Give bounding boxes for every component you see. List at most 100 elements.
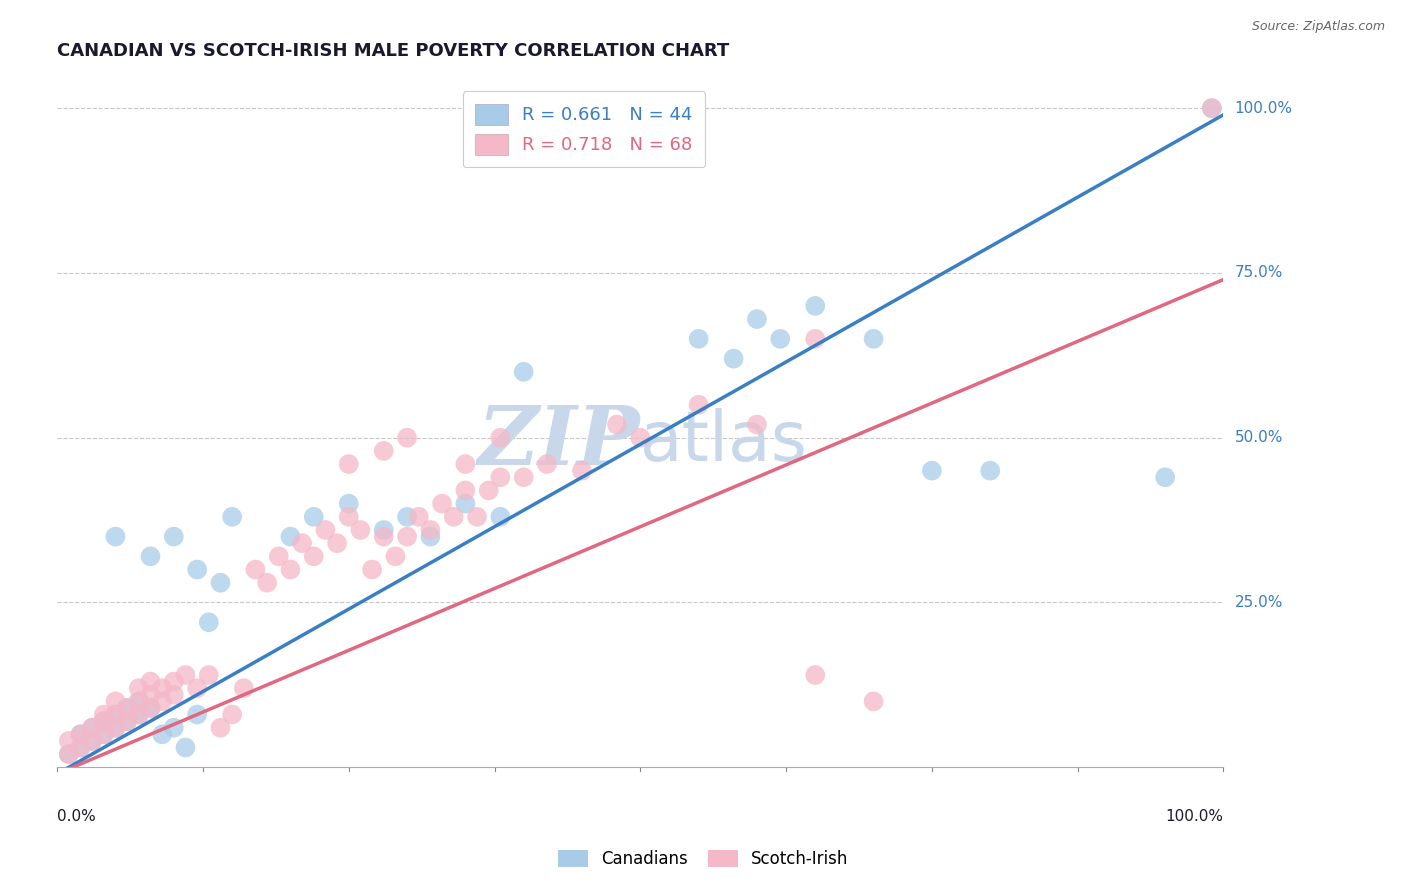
Point <box>115 701 138 715</box>
Point <box>302 549 325 564</box>
Point <box>769 332 792 346</box>
Point <box>489 509 512 524</box>
Point <box>58 747 80 761</box>
Point <box>979 464 1001 478</box>
Point <box>104 707 127 722</box>
Point <box>723 351 745 366</box>
Point <box>150 694 173 708</box>
Point <box>58 734 80 748</box>
Point <box>198 615 221 630</box>
Point <box>862 694 884 708</box>
Point <box>326 536 349 550</box>
Point <box>454 483 477 498</box>
Point <box>454 497 477 511</box>
Text: ZIP: ZIP <box>478 402 640 482</box>
Point <box>373 530 395 544</box>
Point <box>489 470 512 484</box>
Point <box>232 681 254 695</box>
Point <box>745 312 768 326</box>
Point <box>280 562 302 576</box>
Point <box>139 701 162 715</box>
Text: Source: ZipAtlas.com: Source: ZipAtlas.com <box>1251 20 1385 33</box>
Point <box>93 714 115 728</box>
Point <box>430 497 453 511</box>
Point <box>163 674 186 689</box>
Point <box>115 701 138 715</box>
Point <box>93 727 115 741</box>
Point <box>209 721 232 735</box>
Point <box>186 562 208 576</box>
Text: 0.0%: 0.0% <box>58 809 96 824</box>
Point <box>804 332 827 346</box>
Point <box>186 681 208 695</box>
Point <box>337 457 360 471</box>
Point <box>104 721 127 735</box>
Point <box>82 734 104 748</box>
Point <box>58 747 80 761</box>
Point <box>128 694 150 708</box>
Point <box>139 549 162 564</box>
Point <box>688 332 710 346</box>
Point <box>314 523 336 537</box>
Point <box>82 721 104 735</box>
Point <box>163 688 186 702</box>
Text: 75.0%: 75.0% <box>1234 266 1282 280</box>
Point <box>139 701 162 715</box>
Point <box>419 530 441 544</box>
Point <box>512 365 534 379</box>
Point <box>69 740 91 755</box>
Point <box>291 536 314 550</box>
Point <box>408 509 430 524</box>
Point <box>688 398 710 412</box>
Point <box>150 681 173 695</box>
Point <box>1201 101 1223 115</box>
Point <box>606 417 628 432</box>
Point <box>104 694 127 708</box>
Point <box>128 707 150 722</box>
Point <box>139 688 162 702</box>
Point <box>174 668 197 682</box>
Point <box>128 707 150 722</box>
Point <box>163 721 186 735</box>
Point <box>93 727 115 741</box>
Point <box>396 530 419 544</box>
Point <box>396 431 419 445</box>
Point <box>82 734 104 748</box>
Point <box>69 727 91 741</box>
Text: 100.0%: 100.0% <box>1234 101 1292 116</box>
Point <box>174 740 197 755</box>
Point <box>128 694 150 708</box>
Point <box>454 457 477 471</box>
Point <box>280 530 302 544</box>
Point <box>373 523 395 537</box>
Text: CANADIAN VS SCOTCH-IRISH MALE POVERTY CORRELATION CHART: CANADIAN VS SCOTCH-IRISH MALE POVERTY CO… <box>58 42 730 60</box>
Point <box>804 668 827 682</box>
Legend: R = 0.661   N = 44, R = 0.718   N = 68: R = 0.661 N = 44, R = 0.718 N = 68 <box>463 91 706 167</box>
Point <box>536 457 558 471</box>
Point <box>349 523 371 537</box>
Point <box>628 431 651 445</box>
Point <box>93 707 115 722</box>
Point <box>419 523 441 537</box>
Point <box>221 509 243 524</box>
Point <box>256 575 278 590</box>
Point <box>337 497 360 511</box>
Text: atlas: atlas <box>640 409 808 475</box>
Point <box>337 509 360 524</box>
Point <box>104 707 127 722</box>
Point <box>1201 101 1223 115</box>
Point <box>1154 470 1177 484</box>
Point <box>115 714 138 728</box>
Point <box>489 431 512 445</box>
Point <box>150 727 173 741</box>
Point <box>384 549 406 564</box>
Point <box>804 299 827 313</box>
Point <box>921 464 943 478</box>
Point <box>128 681 150 695</box>
Point <box>745 417 768 432</box>
Point <box>69 740 91 755</box>
Point <box>443 509 465 524</box>
Point <box>862 332 884 346</box>
Point <box>373 443 395 458</box>
Text: 25.0%: 25.0% <box>1234 595 1282 610</box>
